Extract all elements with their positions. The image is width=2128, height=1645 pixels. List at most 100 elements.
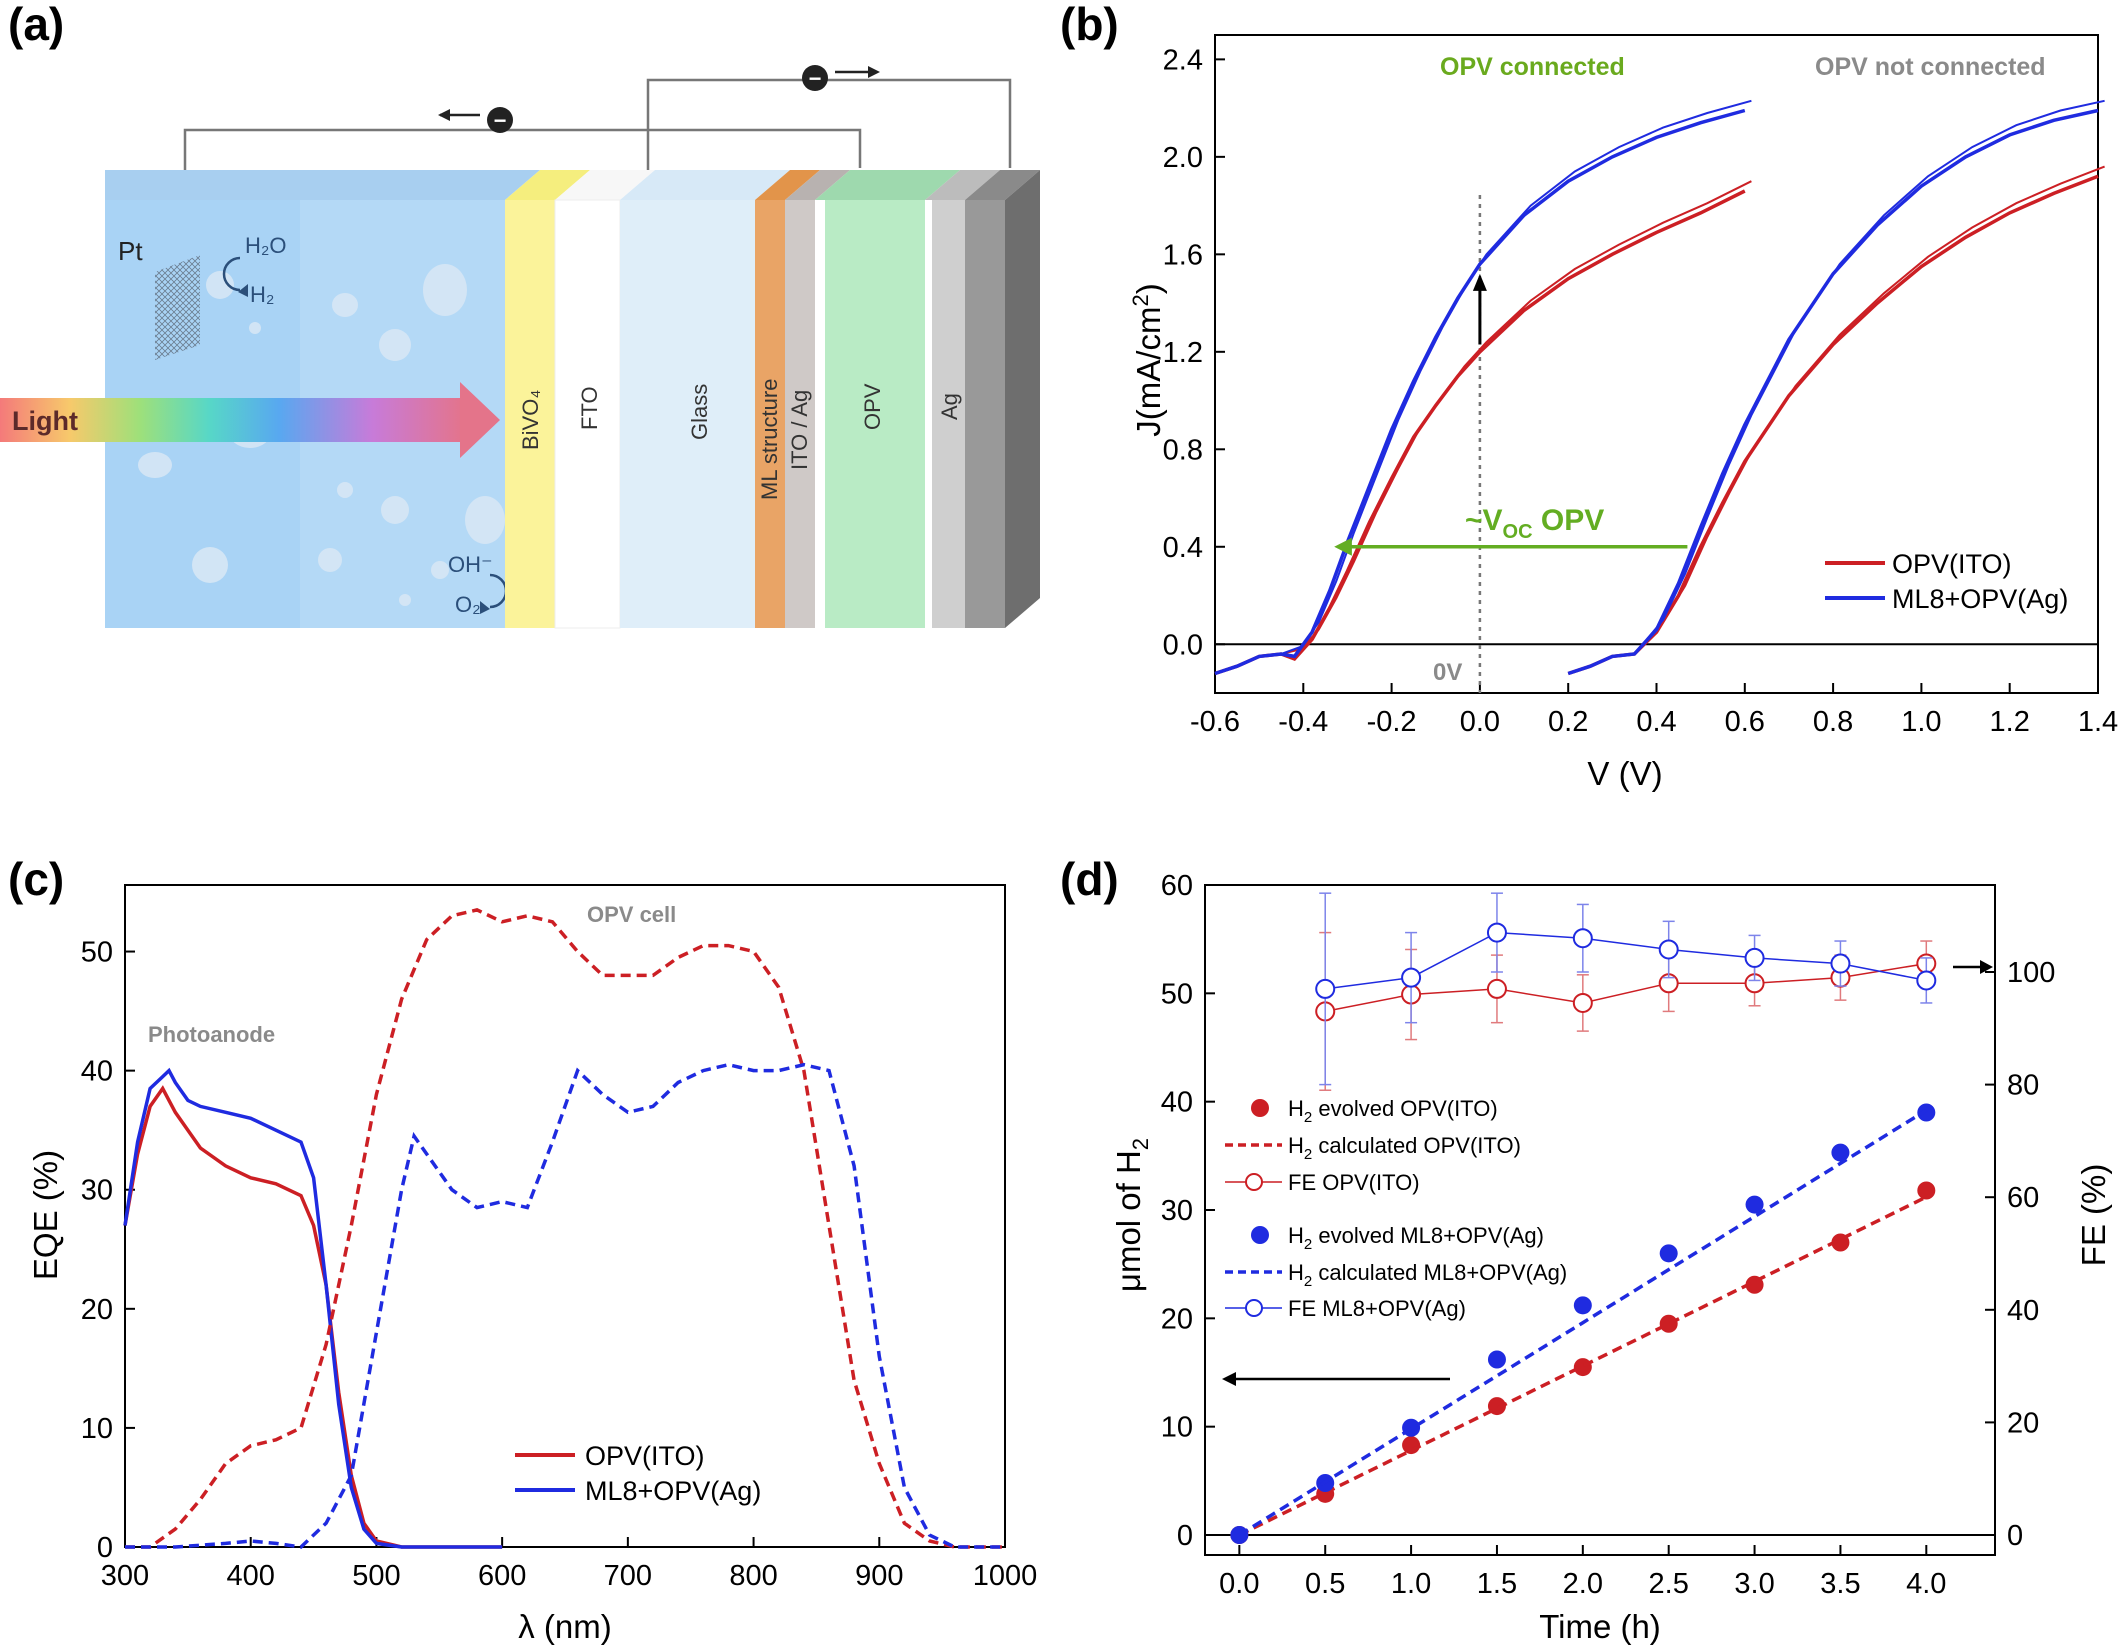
x-tick-label: 0.4	[1636, 706, 1676, 738]
right-axis-arrow	[1953, 960, 1993, 974]
evolved-point	[1831, 1143, 1850, 1162]
evolved-point	[1487, 1350, 1506, 1369]
legend-d-r1: H2 evolved OPV(ITO)	[1288, 1096, 1498, 1126]
panel-c-axes: 300 400 500 600 700 800 900 1000 0 10 20 30 40 50	[81, 937, 1038, 1592]
eqe-curve	[125, 1062, 1005, 1549]
evolved-point	[1917, 1181, 1936, 1200]
panel-d-axes: 0.0 0.5 1.0 1.5 2.0 2.5 3.0 3.5 4.0 0 10 20 30 40 50 60…	[1161, 870, 2056, 1600]
x-tick-label: 3.5	[1820, 1568, 1860, 1600]
panel-d-ylabel: μmol of H2	[1110, 1138, 1153, 1292]
legend-c-ml8: ML8+OPV(Ag)	[585, 1476, 761, 1506]
x-tick-label: 1.4	[2078, 706, 2118, 738]
x-tick-label: 2.5	[1649, 1568, 1689, 1600]
voc-arrow-head	[1334, 537, 1352, 556]
oh-label: OH⁻	[448, 552, 493, 577]
x-tick-label: 300	[101, 1560, 149, 1592]
layer-label-ag: Ag	[937, 393, 962, 420]
label-photoanode: Photoanode	[148, 1022, 275, 1047]
x-tick-label: 1000	[973, 1560, 1038, 1592]
x-tick-label: -0.2	[1367, 706, 1417, 738]
evolved-point	[1659, 1314, 1678, 1333]
x-tick-label: 4.0	[1906, 1568, 1946, 1600]
h2o-label: H₂O	[245, 233, 287, 258]
fe-line	[1325, 931, 1927, 990]
layer-label-fto: FTO	[577, 386, 602, 430]
jv-curve	[1214, 108, 1746, 676]
left-axis-arrow	[1222, 1372, 1450, 1386]
y-tick-label: 0.4	[1163, 532, 1203, 564]
x-tick-label: 900	[855, 1560, 903, 1592]
x-tick-label: 0.6	[1725, 706, 1765, 738]
y2-tick-label: 40	[2007, 1295, 2039, 1327]
y2-tick-label: 100	[2007, 957, 2055, 989]
fe-line	[1325, 962, 1927, 1013]
y-tick-label: 10	[1161, 1412, 1193, 1444]
x-tick-label: 0.2	[1548, 706, 1588, 738]
evolved-point	[1402, 1436, 1421, 1455]
x-tick-label: 1.0	[1901, 706, 1941, 738]
fe-point	[1486, 978, 1507, 999]
fe-point	[1401, 967, 1422, 988]
y-tick-label: 10	[81, 1413, 113, 1445]
x-tick-label: 3.0	[1734, 1568, 1774, 1600]
fe-point	[1572, 992, 1593, 1013]
evolved-point	[1659, 1244, 1678, 1263]
x-tick-label: 1.5	[1477, 1568, 1517, 1600]
svg-text:−: −	[809, 66, 822, 91]
x-tick-label: 600	[478, 1560, 526, 1592]
panel-d-curves	[1230, 892, 1937, 1544]
legend-d-r2: H2 calculated OPV(ITO)	[1288, 1133, 1521, 1163]
y-tick-label: 60	[1161, 870, 1193, 902]
x-tick-label: 800	[729, 1560, 777, 1592]
svg-text:−: −	[494, 108, 507, 133]
panel-b-axes: -0.6 -0.4 -0.2 0.0 0.2 0.4 0.6 0.8 1.0 1.2 1.4 0.0 0…	[1163, 44, 2118, 738]
x-tick-label: 0.0	[1460, 706, 1500, 738]
y2-tick-label: 80	[2007, 1070, 2039, 1102]
evolved-point	[1487, 1397, 1506, 1416]
voc-text: ~V	[1465, 504, 1503, 537]
panel-d-y2label: FE (%)	[2075, 1164, 2112, 1267]
svg-text:~VOC OPV: ~VOC OPV	[1465, 504, 1604, 543]
panel-b-label: (b)	[1060, 0, 1119, 50]
y-tick-label: 2.4	[1163, 44, 1203, 76]
voc-annotation: ~VOC OPV	[1465, 504, 1604, 543]
evolved-point	[1573, 1296, 1592, 1315]
x-tick-label: 0.0	[1219, 1568, 1259, 1600]
legend-c-opv-ito: OPV(ITO)	[585, 1441, 705, 1471]
legend-b-opv-ito: OPV(ITO)	[1892, 549, 2012, 579]
panel-b-legend: OPV(ITO) ML8+OPV(Ag)	[1825, 549, 2068, 614]
layer-stack	[505, 170, 1040, 629]
legend-d-b1: H2 evolved ML8+OPV(Ag)	[1288, 1223, 1544, 1253]
electron-left: −	[438, 107, 513, 133]
y2-tick-label: 20	[2007, 1407, 2039, 1439]
y-tick-label: 50	[81, 937, 113, 969]
eqe-curve	[123, 1067, 503, 1549]
y-tick-label: 0.0	[1163, 629, 1203, 661]
pt-label: Pt	[118, 236, 143, 266]
y-tick-label: 40	[1161, 1087, 1193, 1119]
voc-text-tail: OPV	[1533, 504, 1605, 537]
panel-a-label: (a)	[8, 0, 64, 50]
evolved-point	[1917, 1103, 1936, 1122]
layer-label-opv: OPV	[860, 383, 885, 430]
zero-volt-label: 0V	[1433, 659, 1462, 686]
x-tick-label: 0.8	[1813, 706, 1853, 738]
label-opv-not-connected: OPV not connected	[1815, 53, 2046, 81]
x-tick-label: 400	[227, 1560, 275, 1592]
label-opv-cell: OPV cell	[587, 902, 676, 927]
x-tick-label: 500	[352, 1560, 400, 1592]
panel-d-legend: H2 evolved OPV(ITO) H2 calculated OPV(IT…	[1225, 1096, 1567, 1321]
layer-label-glass: Glass	[687, 384, 712, 440]
y-tick-label: 30	[81, 1175, 113, 1207]
evolved-point	[1573, 1358, 1592, 1377]
y-tick-label: 1.2	[1163, 337, 1203, 369]
layer-label-bivo4: BiVO₄	[518, 390, 543, 450]
light-label: Light	[12, 406, 78, 436]
panel-b-xlabel: V (V)	[1587, 755, 1662, 792]
pt-mesh	[155, 255, 200, 360]
x-tick-label: 0.5	[1305, 1568, 1345, 1600]
jv-curve-reverse	[1567, 99, 2105, 675]
y-tick-label: 20	[1161, 1303, 1193, 1335]
panel-c-xlabel: λ (nm)	[518, 1608, 612, 1645]
x-tick-label: 700	[604, 1560, 652, 1592]
